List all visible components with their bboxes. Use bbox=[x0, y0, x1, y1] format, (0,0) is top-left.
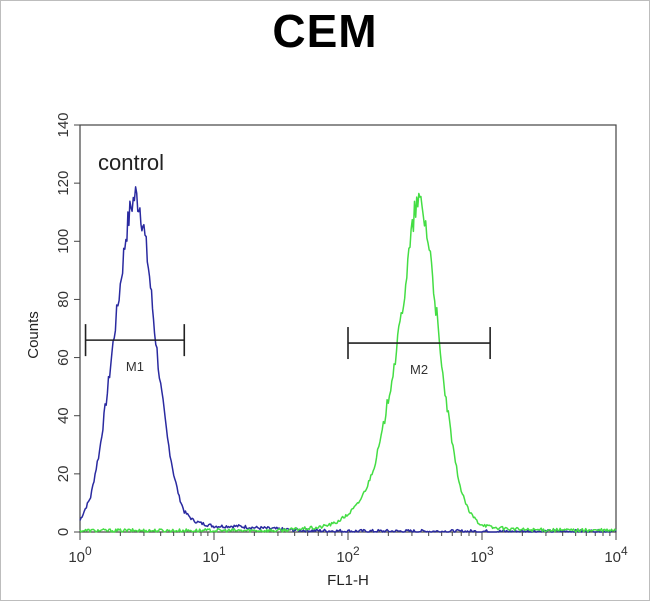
control-annotation: control bbox=[98, 150, 164, 175]
gate-layer: M1 M2 bbox=[84, 324, 491, 377]
chart-title: CEM bbox=[272, 5, 378, 57]
x-tick-label: 103 bbox=[470, 544, 494, 566]
y-tick-label: 60 bbox=[55, 349, 72, 366]
series-layer bbox=[79, 186, 617, 533]
x-tick-label: 102 bbox=[336, 544, 360, 566]
y-tick-label: 100 bbox=[55, 229, 72, 254]
y-tick-label: 0 bbox=[55, 528, 72, 536]
x-tick-label: 100 bbox=[68, 544, 92, 566]
series-line-1 bbox=[79, 186, 617, 533]
y-axis-label: Counts bbox=[25, 311, 42, 359]
x-tick-label: 104 bbox=[604, 544, 628, 566]
x-axis: 100 101 102 103 104 bbox=[68, 532, 628, 566]
series-line-2 bbox=[79, 192, 617, 533]
y-tick-label: 80 bbox=[55, 291, 72, 308]
gate-label: M2 bbox=[410, 362, 428, 377]
x-tick-label: 101 bbox=[202, 544, 226, 566]
y-tick-label: 40 bbox=[55, 407, 72, 424]
y-axis: 0 20 40 60 80 100 120 140 bbox=[55, 112, 80, 536]
y-tick-label: 140 bbox=[55, 112, 72, 137]
gate-label: M1 bbox=[126, 359, 144, 374]
y-tick-label: 120 bbox=[55, 171, 72, 196]
x-axis-label: FL1-H bbox=[327, 572, 369, 589]
y-tick-label: 20 bbox=[55, 466, 72, 483]
